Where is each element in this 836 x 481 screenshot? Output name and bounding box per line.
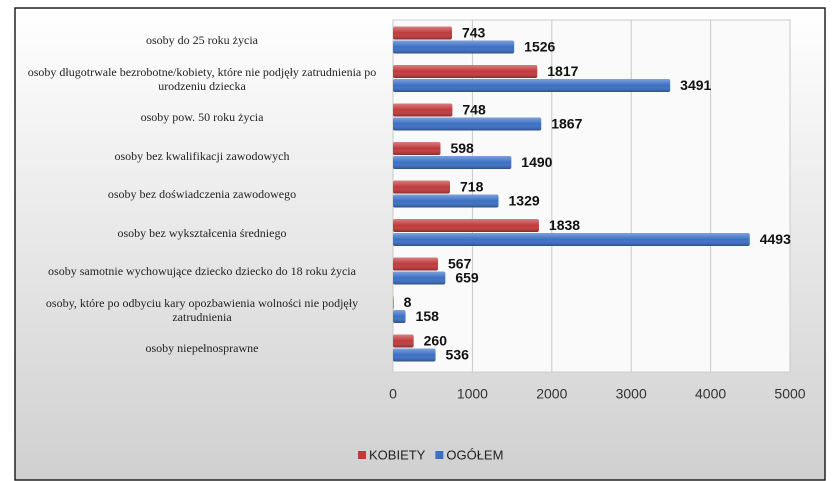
data-label: 718 <box>460 179 484 195</box>
bar-shade <box>393 79 671 92</box>
data-label: 598 <box>450 140 474 156</box>
bar-shade <box>393 334 414 348</box>
data-label: 158 <box>416 308 440 324</box>
category-label: osoby samotnie wychowujące dziecko dziec… <box>48 264 356 278</box>
data-label: 3491 <box>680 77 711 93</box>
bar-shade <box>393 233 750 246</box>
bar-shade <box>393 271 446 285</box>
bar-shade <box>393 194 499 208</box>
bar-shade <box>393 257 439 271</box>
bar-shade <box>393 26 452 40</box>
bar-shade <box>393 103 453 117</box>
bar-shade <box>393 296 394 309</box>
category-label: osoby pow. 50 roku życia <box>140 110 264 124</box>
category-label: osoby niepełnosprawne <box>145 341 259 355</box>
bar-shade <box>393 180 451 194</box>
x-tick-label: 2000 <box>536 386 567 402</box>
category-label: osoby długotrwale bezrobotne/kobiety, kt… <box>27 64 377 93</box>
legend-label: OGÓŁEM <box>446 447 503 462</box>
data-label: 8 <box>404 294 412 310</box>
data-label: 1838 <box>549 217 580 233</box>
data-label: 1867 <box>551 116 582 132</box>
data-label: 1526 <box>524 39 555 55</box>
data-label: 659 <box>455 270 479 286</box>
category-label: osoby bez kwalifikacji zawodowych <box>114 148 290 163</box>
x-tick-label: 3000 <box>616 386 647 402</box>
bar-shade <box>393 142 441 155</box>
x-tick-label: 5000 <box>774 386 805 402</box>
data-label: 748 <box>462 102 486 118</box>
legend-swatch <box>358 451 366 459</box>
x-tick-label: 4000 <box>695 386 726 402</box>
bar-shade <box>393 40 515 54</box>
category-label: osoby do 25 roku życia <box>146 33 258 47</box>
x-tick-label: 1000 <box>457 386 488 402</box>
bar-shade <box>393 117 542 131</box>
category-label: osoby bez doświadczenia zawodowego <box>107 187 297 201</box>
legend-swatch <box>435 451 444 459</box>
data-label: 743 <box>462 25 486 41</box>
bar-shade <box>393 219 539 232</box>
bar-shade <box>393 310 406 323</box>
data-label: 1329 <box>509 193 540 209</box>
category-label: osoby, które po odbyciu kary opozbawieni… <box>45 295 359 324</box>
legend-label: KOBIETY <box>369 447 426 462</box>
data-label: 567 <box>448 256 472 272</box>
bar-shade <box>393 156 512 169</box>
category-label: osoby bez wykształcenia średniego <box>117 225 287 240</box>
data-label: 1490 <box>521 154 552 170</box>
data-label: 1817 <box>547 63 578 79</box>
x-tick-label: 0 <box>389 386 397 402</box>
bar-shade <box>393 65 538 78</box>
data-label: 536 <box>446 347 470 363</box>
data-label: 260 <box>424 333 448 349</box>
data-label: 4493 <box>760 231 791 247</box>
bar-shade <box>393 348 436 362</box>
